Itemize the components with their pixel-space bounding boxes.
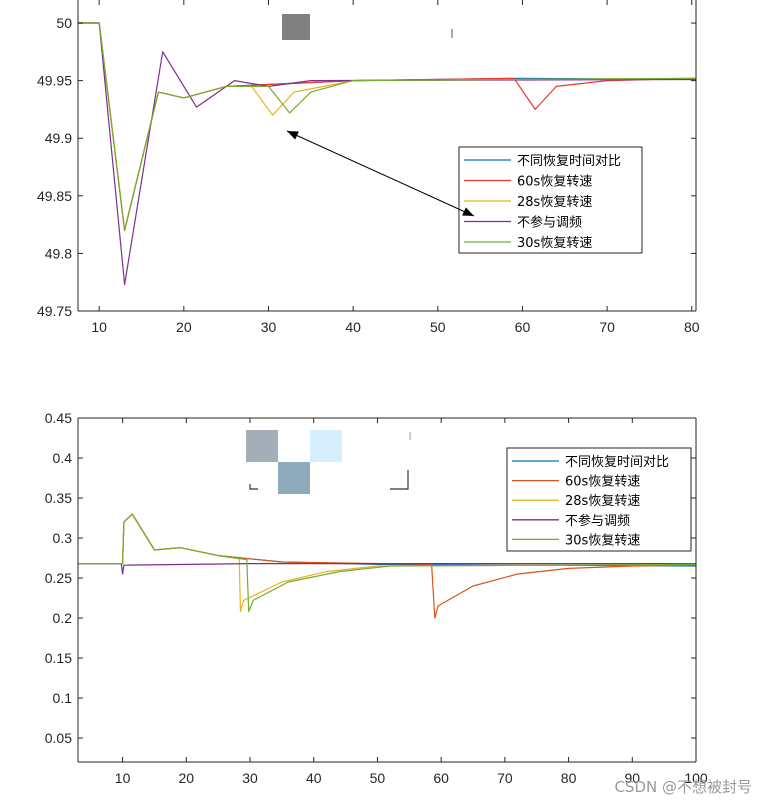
series-line-5 xyxy=(78,513,696,613)
y-tick-label: 49.95 xyxy=(37,73,72,89)
y-tick-label: 50 xyxy=(56,15,72,31)
annotation-arrow-head xyxy=(462,207,474,216)
y-tick-label: 49.8 xyxy=(45,245,72,261)
legend-entry: 60s恢复转速 xyxy=(517,175,592,190)
x-tick-label: 30 xyxy=(261,319,277,335)
x-tick-label: 40 xyxy=(306,770,322,786)
x-tick-label: 60 xyxy=(515,319,531,335)
redaction-block xyxy=(282,14,310,40)
chart-1: 10 20 30 40 50 60 70 80 49.75 49.8 49.85 49.9 49.95 5… xyxy=(37,0,700,335)
redaction-block xyxy=(310,430,342,462)
x-tick-label: 90 xyxy=(624,770,640,786)
legend-entry: 不参与调频 xyxy=(565,513,630,529)
legend-entry: 28s恢复转速 xyxy=(565,494,640,509)
legend-entry: 不同恢复时间对比 xyxy=(565,455,669,470)
redaction-block xyxy=(246,430,278,462)
x-tick-label: 10 xyxy=(91,319,107,335)
y-tick-label: 0.4 xyxy=(53,450,73,466)
y-tick-label: 0.2 xyxy=(53,610,73,626)
y-tick-label: 49.85 xyxy=(37,188,72,204)
y-tick-label: 0.3 xyxy=(53,530,73,546)
legend-entry: 60s恢复转速 xyxy=(565,475,640,490)
x-tick-label: 60 xyxy=(433,770,449,786)
chart-2: 10 20 30 40 50 60 70 80 90 100 0.05 0.1 0.15 0.2 0.25 0… xyxy=(45,410,708,786)
y-tick-label: 49.9 xyxy=(45,130,72,146)
legend-entry: 30s恢复转速 xyxy=(517,236,592,251)
x-tick-label: 50 xyxy=(430,319,446,335)
y-tick-label: 0.35 xyxy=(45,490,72,506)
legend-entry: 28s恢复转速 xyxy=(517,195,592,210)
watermark: CSDN @不想被封号 xyxy=(614,778,752,796)
x-tick-label: 40 xyxy=(345,319,361,335)
x-tick-label: 30 xyxy=(242,770,258,786)
x-tick-label: 100 xyxy=(684,770,708,786)
x-tick-label: 70 xyxy=(599,319,615,335)
x-tick-label: 80 xyxy=(561,770,577,786)
annotation-arrow-head xyxy=(287,131,299,140)
x-tick-label: 20 xyxy=(179,770,195,786)
y-tick-label: 0.05 xyxy=(45,730,72,746)
x-tick-label: 80 xyxy=(684,319,700,335)
annotation-arrow-line xyxy=(286,130,475,217)
legend-entry: 不参与调频 xyxy=(517,215,582,231)
artifact-bracket xyxy=(390,470,409,490)
artifact-bracket xyxy=(249,484,258,490)
x-tick-label: 10 xyxy=(115,770,131,786)
legend-box xyxy=(506,447,692,552)
y-tick-label: 0.15 xyxy=(45,650,72,666)
y-tick-label: 0.25 xyxy=(45,570,72,586)
redaction-block xyxy=(278,462,310,494)
x-tick-label: 70 xyxy=(497,770,513,786)
y-tick-label: 49.75 xyxy=(37,303,72,319)
y-tick-label: 0.45 xyxy=(45,410,72,426)
legend-entry: 30s恢复转速 xyxy=(565,533,640,548)
x-tick-label: 20 xyxy=(176,319,192,335)
legend-entry: 不同恢复时间对比 xyxy=(517,154,621,169)
legend-box xyxy=(458,146,643,254)
x-tick-label: 50 xyxy=(370,770,386,786)
series-line-5 xyxy=(78,22,696,231)
series-line-4 xyxy=(78,22,696,286)
y-tick-label: 0.1 xyxy=(53,690,73,706)
